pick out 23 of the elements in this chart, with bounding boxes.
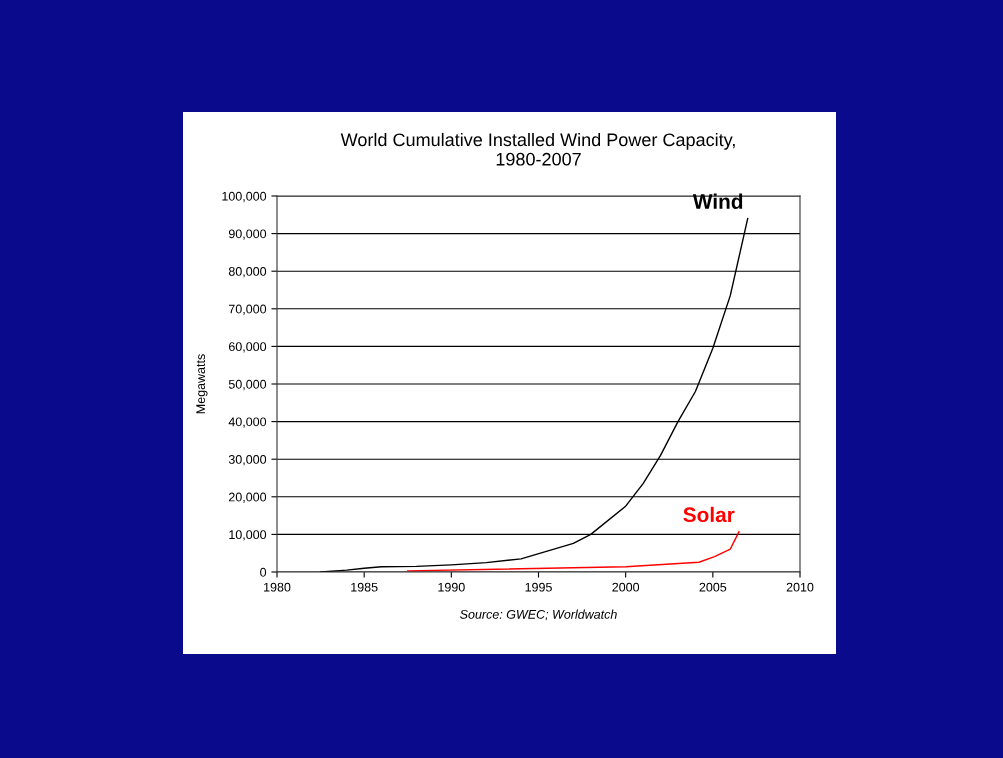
series-label: Wind bbox=[692, 193, 743, 209]
y-tick-label: 0 bbox=[260, 567, 267, 577]
y-tick-label: 100,000 bbox=[222, 191, 267, 203]
x-tick-label: 1980 bbox=[264, 582, 291, 592]
x-tick-label: 1995 bbox=[525, 582, 552, 592]
source-note: Source: GWEC; Worldwatch bbox=[460, 609, 617, 621]
series-label: Solar bbox=[683, 506, 735, 523]
x-tick-label: 1990 bbox=[438, 582, 465, 592]
y-tick-label: 30,000 bbox=[228, 455, 267, 466]
y-tick-label: 20,000 bbox=[228, 492, 267, 503]
y-tick-label: 50,000 bbox=[228, 379, 267, 391]
x-tick-label: 2005 bbox=[699, 582, 727, 592]
y-tick-label: 60,000 bbox=[228, 342, 267, 353]
x-tick-label: 1985 bbox=[351, 582, 378, 592]
chart-title: World Cumulative Installed Wind Power Capacity, 1980-2007 bbox=[340, 132, 735, 166]
y-tick-label: 80,000 bbox=[228, 267, 267, 278]
y-tick-label: 40,000 bbox=[228, 417, 267, 428]
x-tick-label: 2000 bbox=[612, 582, 640, 592]
y-tick-label: 70,000 bbox=[229, 304, 267, 315]
y-axis-title: Megawatts bbox=[196, 354, 208, 414]
y-tick-label: 10,000 bbox=[229, 530, 267, 541]
x-tick-label: 2010 bbox=[786, 582, 814, 592]
y-tick-label: 90,000 bbox=[228, 229, 267, 240]
